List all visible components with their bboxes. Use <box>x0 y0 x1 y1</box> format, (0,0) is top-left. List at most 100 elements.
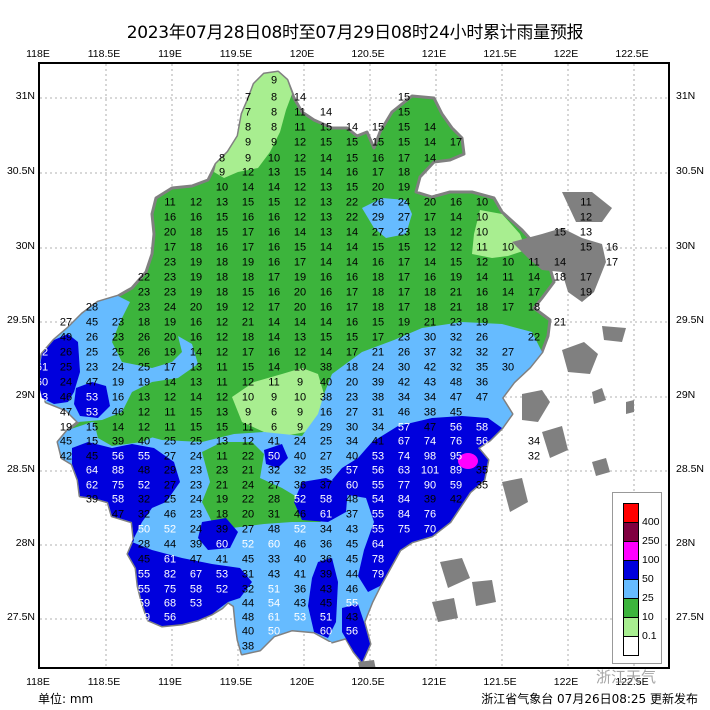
rainfall-value: 24 <box>59 376 73 389</box>
rainfall-value: 60 <box>319 625 333 638</box>
rainfall-value: 29 <box>319 421 333 434</box>
rainfall-value: 23 <box>85 361 99 374</box>
rainfall-value: 74 <box>397 450 411 463</box>
rainfall-value: 27 <box>163 450 177 463</box>
rainfall-value: 18 <box>241 271 255 284</box>
rainfall-value: 56 <box>111 450 125 463</box>
rainfall-value: 14 <box>527 271 541 284</box>
rainfall-value: 39 <box>319 568 333 581</box>
rainfall-value: 17 <box>241 346 255 359</box>
rainfall-value: 13 <box>319 196 333 209</box>
rainfall-value: 14 <box>319 346 333 359</box>
y-tick-label: 27.5N <box>676 611 705 623</box>
rainfall-value: 31 <box>267 508 281 521</box>
rainfall-value: 34 <box>397 391 411 404</box>
rainfall-value: 12 <box>215 316 229 329</box>
rainfall-value: 19 <box>215 301 229 314</box>
rainfall-value: 11 <box>268 376 280 389</box>
rainfall-value: 55 <box>345 597 359 610</box>
rainfall-value: 9 <box>244 136 252 149</box>
rainfall-value: 26 <box>137 346 151 359</box>
rainfall-value: 15 <box>293 241 307 254</box>
rainfall-value: 15 <box>215 226 229 239</box>
rainfall-value: 19 <box>215 493 229 506</box>
rainfall-value: 14 <box>293 316 307 329</box>
rainfall-value: 16 <box>267 256 281 269</box>
region-light-green-ne <box>472 210 526 258</box>
rainfall-value: 19 <box>397 181 411 194</box>
rainfall-value: 45 <box>59 435 73 448</box>
rainfall-value: 12 <box>215 331 229 344</box>
rainfall-value: 17 <box>267 301 281 314</box>
rainfall-value: 17 <box>397 256 411 269</box>
rainfall-value: 26 <box>85 331 99 344</box>
rainfall-value: 30 <box>423 331 437 344</box>
rainfall-value: 64 <box>85 464 99 477</box>
rainfall-value: 27 <box>345 406 359 419</box>
rainfall-value: 14 <box>189 391 203 404</box>
rainfall-value: 14 <box>345 241 359 254</box>
rainfall-value: 15 <box>371 316 385 329</box>
rainfall-value: 48 <box>449 376 463 389</box>
rainfall-value: 10 <box>501 241 515 254</box>
rainfall-value: 61 <box>319 508 333 521</box>
x-tick-label: 118.5E <box>87 48 121 60</box>
rainfall-value: 67 <box>189 568 203 581</box>
rainfall-value: 17 <box>501 301 515 314</box>
rainfall-value: 11 <box>216 361 228 374</box>
rainfall-value: 12 <box>293 152 307 165</box>
rainfall-value: 15 <box>345 152 359 165</box>
rainfall-value: 60 <box>345 479 359 492</box>
rainfall-value: 13 <box>137 391 151 404</box>
rainfall-value: 58 <box>111 493 125 506</box>
y-tick-label: 31N <box>15 90 35 102</box>
rainfall-value: 9 <box>218 166 226 179</box>
rainfall-value: 13 <box>319 181 333 194</box>
rainfall-value: 12 <box>137 421 151 434</box>
rainfall-value: 19 <box>449 271 463 284</box>
rainfall-value: 15 <box>319 331 333 344</box>
rainfall-value: 22 <box>345 196 359 209</box>
x-tick-label: 120.5E <box>351 676 385 688</box>
rainfall-value: 36 <box>475 376 489 389</box>
rainfall-value: 23 <box>397 226 411 239</box>
y-tick-label: 28.5N <box>6 463 35 475</box>
rainfall-value: 34 <box>527 435 541 448</box>
rainfall-value: 23 <box>137 286 151 299</box>
rainfall-value: 88 <box>111 464 125 477</box>
rainfall-value: 44 <box>345 568 359 581</box>
rainfall-value: 76 <box>423 508 437 521</box>
rainfall-value: 15 <box>553 226 567 239</box>
rainfall-value: 8 <box>270 106 278 119</box>
rainfall-value: 18 <box>189 226 203 239</box>
rainfall-value: 16 <box>345 316 359 329</box>
rainfall-value: 6 <box>270 406 278 419</box>
rainfall-value: 22 <box>241 493 255 506</box>
rainfall-value: 43 <box>423 376 437 389</box>
rainfall-value: 17 <box>345 301 359 314</box>
rainfall-value: 23 <box>163 286 177 299</box>
rainfall-value: 25 <box>163 435 177 448</box>
rainfall-value: 61 <box>267 611 281 624</box>
rainfall-value: 75 <box>163 583 177 596</box>
rainfall-value: 14 <box>267 331 281 344</box>
rainfall-value: 14 <box>319 241 333 254</box>
rainfall-value: 82 <box>163 568 177 581</box>
rainfall-value: 21 <box>241 464 255 477</box>
rainfall-value: 34 <box>319 523 333 536</box>
rainfall-value: 13 <box>189 376 203 389</box>
rainfall-value: 17 <box>579 271 593 284</box>
rainfall-value: 26 <box>475 331 489 344</box>
rainfall-value: 48 <box>137 464 151 477</box>
rainfall-value: 17 <box>241 226 255 239</box>
rainfall-value: 9 <box>270 391 278 404</box>
rainfall-value: 70 <box>423 523 437 536</box>
rainfall-value: 37 <box>423 346 437 359</box>
rainfall-value: 59 <box>449 479 463 492</box>
rainfall-value: 36 <box>293 479 307 492</box>
rainfall-value: 13 <box>319 211 333 224</box>
rainfall-value: 56 <box>163 611 177 624</box>
rainfall-value: 59 <box>137 597 151 610</box>
rainfall-value: 14 <box>267 181 281 194</box>
rainfall-value: 24 <box>397 196 411 209</box>
